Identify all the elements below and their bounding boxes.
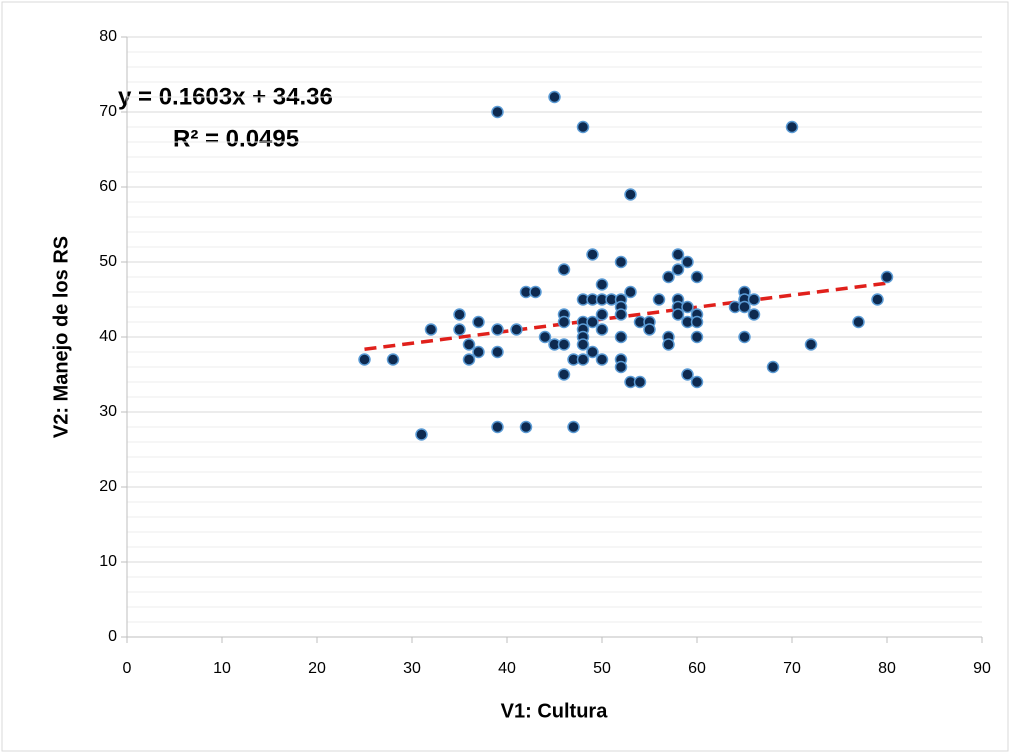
x-tick-label: 80 [878,660,896,677]
y-tick-label: 10 [99,553,117,570]
point [557,315,571,329]
point [519,420,533,434]
y-tick-label: 20 [99,478,117,495]
point [510,323,523,336]
point [880,270,894,284]
point [491,420,504,434]
point [690,330,704,344]
point [453,323,466,336]
point [871,293,884,306]
point [462,338,476,351]
point [358,353,371,366]
point [614,360,628,374]
point [586,315,599,329]
point [472,315,485,329]
point [595,323,609,336]
point [491,105,504,119]
y-tick-label: 0 [108,628,117,645]
point [548,90,561,104]
x-tick-label: 10 [213,660,231,677]
point [852,315,865,329]
point [538,330,552,344]
x-tick-label: 20 [308,660,326,677]
point [690,270,704,284]
point [586,248,599,261]
point [586,345,599,359]
y-tick-label: 70 [99,103,117,120]
point [557,368,571,381]
point [738,300,751,314]
point [671,248,685,261]
point [491,323,504,336]
x-tick-label: 0 [123,660,132,677]
point [671,308,685,321]
point [595,278,609,291]
y-axis-title: V2: Manejo de los RS [50,236,72,438]
point [557,263,571,276]
point [567,420,580,434]
point [624,188,637,201]
point [576,353,590,366]
point [690,315,704,329]
point [662,338,675,351]
point [529,285,542,299]
point [472,345,485,359]
point [453,308,466,321]
point [462,353,476,366]
point [576,120,590,134]
point [643,323,656,336]
point [747,308,761,321]
trendline [364,281,888,351]
point [491,345,504,359]
point [633,375,647,389]
y-tick-label: 40 [99,328,117,345]
point [652,293,666,306]
x-tick-label: 40 [498,660,516,677]
point [662,270,675,284]
point [424,323,438,336]
point [747,293,761,306]
point [681,255,694,269]
point [614,330,628,344]
point [690,375,704,389]
y-tick-label: 50 [99,253,117,270]
point [386,353,400,366]
point [415,428,428,441]
point [557,338,571,351]
x-axis-title: V1: Cultura [501,700,609,722]
x-tick-label: 60 [688,660,706,677]
y-tick-label: 60 [99,178,117,195]
point [681,300,694,314]
point [785,120,799,134]
point [766,360,780,374]
point [595,353,609,366]
trend-r2: R² = 0.0495 [173,125,299,152]
point [624,285,637,299]
x-tick-label: 50 [593,660,611,677]
point [671,263,685,276]
point [738,330,751,344]
x-tick-label: 30 [403,660,421,677]
y-tick-label: 30 [99,403,117,420]
point [576,338,590,351]
point [804,338,818,351]
y-tick-label: 80 [99,28,117,45]
point [681,368,694,381]
x-tick-label: 90 [973,660,991,677]
point [614,255,628,269]
x-tick-label: 70 [783,660,801,677]
point [595,308,609,321]
point [614,308,628,321]
